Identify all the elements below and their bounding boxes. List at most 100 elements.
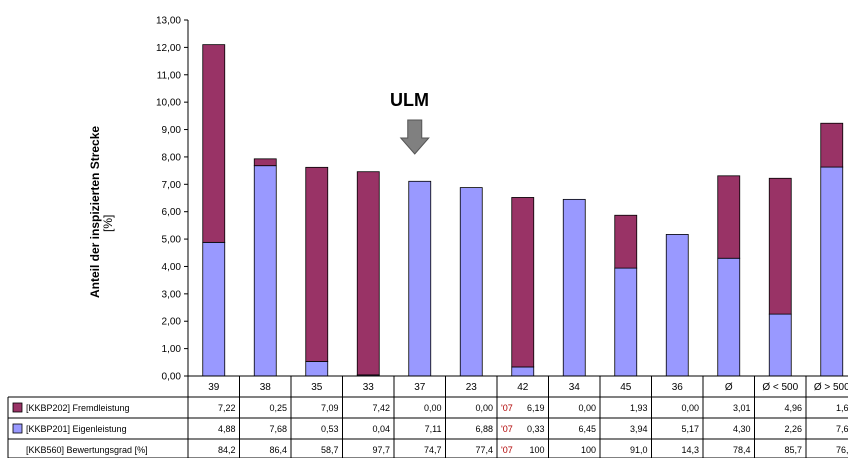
row-label: [KKBP201] Eigenleistung	[26, 424, 127, 434]
category-label: 45	[620, 382, 632, 393]
table-cell: 5,17	[681, 424, 699, 434]
y-tick-label: 6,00	[162, 207, 182, 218]
table-cell: 0,04	[372, 424, 390, 434]
bar-eigenleistung	[305, 361, 329, 377]
bar-fremdleistung	[511, 197, 535, 368]
table-cell: 76,7	[836, 445, 848, 455]
table-cell: 3,94	[630, 424, 648, 434]
table-cell: 1,60	[836, 403, 848, 413]
y-tick-label: 5,00	[162, 235, 182, 246]
y-tick-label: 7,00	[162, 180, 182, 191]
table-cell: 14,3	[681, 445, 699, 455]
y-tick-label: 12,00	[156, 43, 181, 54]
down-arrow-icon	[399, 119, 430, 155]
table-cell: 4,30	[733, 424, 751, 434]
table-cell: 7,11	[425, 424, 442, 434]
y-tick-label: 3,00	[162, 289, 182, 300]
table-cell: 6,45	[578, 424, 596, 434]
table-cell: 6,19	[527, 403, 545, 413]
bars	[202, 44, 844, 377]
table-cell: 91,0	[630, 445, 648, 455]
category-label: 33	[363, 382, 375, 393]
table-cell: 3,01	[733, 403, 751, 413]
y-tick-label: 13,00	[156, 16, 181, 27]
category-label: Ø	[725, 382, 733, 393]
table-cell: 74,7	[424, 445, 442, 455]
legend-swatch	[12, 423, 23, 434]
category-label: 35	[311, 382, 323, 393]
bar-eigenleistung	[511, 366, 535, 377]
y-tick-label: 9,00	[162, 125, 182, 136]
bar-eigenleistung	[717, 257, 741, 377]
bar-fremdleistung	[768, 177, 792, 315]
category-label: 23	[466, 382, 478, 393]
y-tick-label: 0,00	[162, 372, 182, 383]
table-cell: 0,00	[578, 403, 596, 413]
category-label: 34	[569, 382, 581, 393]
table-cell: 7,09	[321, 403, 339, 413]
table-cell: 78,4	[733, 445, 751, 455]
table-cell: 100	[529, 445, 544, 455]
legend-swatch	[12, 402, 23, 413]
table-cell: 0,00	[681, 403, 699, 413]
annotation-label: ULM	[390, 90, 429, 110]
bar-eigenleistung	[820, 166, 844, 377]
row-label: [KKBP202] Fremdleistung	[26, 403, 130, 413]
bar-eigenleistung	[459, 187, 483, 377]
table-cell: 0,25	[269, 403, 287, 413]
category-label: Ø > 500	[814, 382, 848, 393]
category-label: Ø < 500	[762, 382, 798, 393]
table-cell: 4,88	[218, 424, 236, 434]
category-label: 38	[260, 382, 272, 393]
table-cell: 2,26	[784, 424, 802, 434]
table-cell: 7,42	[372, 403, 390, 413]
table-cell: 0,53	[321, 424, 339, 434]
row-label: [KKB560] Bewertungsgrad [%]	[26, 445, 148, 455]
table-cell: 84,2	[218, 445, 236, 455]
table-cell: 85,7	[784, 445, 802, 455]
y-axis-label: Anteil der inspizierten Strecke	[88, 125, 102, 298]
down-arrow-shape	[399, 119, 430, 155]
year-note: '07	[501, 403, 513, 413]
y-tick-label: 10,00	[156, 98, 181, 109]
table-cell: 0,33	[527, 424, 545, 434]
bar-fremdleistung	[202, 44, 226, 243]
table-cell: 0,00	[424, 403, 442, 413]
bar-eigenleistung	[614, 267, 638, 377]
y-tick-label: 2,00	[162, 317, 182, 328]
table-cell: 77,4	[475, 445, 493, 455]
category-label: 42	[517, 382, 529, 393]
y-tick-label: 11,00	[157, 70, 182, 81]
category-label: 39	[208, 382, 220, 393]
y-tick-label: 1,00	[162, 344, 182, 355]
table-cell: 0,00	[475, 403, 493, 413]
y-axis-unit: [%]	[101, 214, 115, 232]
table-cell: 7,22	[218, 403, 236, 413]
y-axis: 0,00 1,00 2,00 3,00 4,00 5,00 6,00 7,00 8,00 9,00…	[156, 16, 189, 383]
y-tick-label: 4,00	[162, 262, 182, 273]
table-cell: 100	[581, 445, 596, 455]
table-cell: 86,4	[269, 445, 287, 455]
bar-fremdleistung	[717, 175, 741, 259]
bar-fremdleistung	[820, 122, 844, 168]
bar-eigenleistung	[562, 198, 586, 377]
table-cell: 7,68	[269, 424, 287, 434]
table-cell: 97,7	[372, 445, 390, 455]
table-cell: 6,88	[475, 424, 493, 434]
data-table: 39 38 35 33 37 23 42 34 45 36 Ø Ø < 500 Ø > 500 [KKBP…	[7, 375, 848, 458]
category-label: 36	[672, 382, 684, 393]
table-cell: 4,96	[784, 403, 802, 413]
year-note: '07	[501, 445, 513, 455]
table-cell: 58,7	[321, 445, 339, 455]
y-tick-label: 8,00	[162, 152, 182, 163]
bar-eigenleistung	[665, 234, 689, 377]
table-cell: 1,93	[630, 403, 648, 413]
category-label: 37	[414, 382, 426, 393]
table-cell: 7,63	[836, 424, 848, 434]
bar-fremdleistung	[356, 171, 380, 376]
bar-eigenleistung	[408, 180, 432, 377]
bar-eigenleistung	[202, 241, 226, 377]
bar-fremdleistung	[305, 166, 329, 362]
bar-eigenleistung	[768, 313, 792, 377]
